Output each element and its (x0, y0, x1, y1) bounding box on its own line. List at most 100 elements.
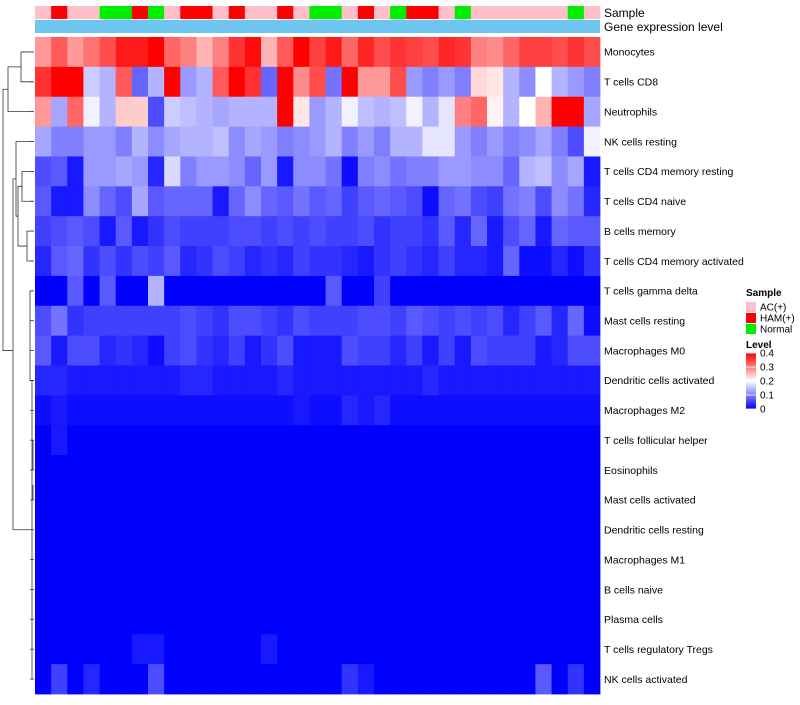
heatmap-cell (470, 544, 488, 575)
heatmap-cell (535, 574, 552, 605)
heatmap-cell (244, 96, 262, 127)
heatmap-cell (519, 365, 536, 396)
heatmap-cell (583, 544, 601, 575)
heatmap-cell (244, 275, 262, 307)
heatmap-cell (583, 455, 601, 486)
heatmap-cell (115, 484, 133, 516)
heatmap-cell (212, 574, 230, 605)
heatmap-cell (567, 664, 585, 695)
heatmap-cell (357, 484, 375, 516)
heatmap-cell (470, 514, 488, 546)
heatmap-cell (293, 365, 310, 396)
heatmap-cell (583, 604, 601, 635)
heatmap-cell (390, 484, 407, 516)
heatmap-cell (422, 455, 439, 486)
row-labels: Monocytes T cells CD8 Neutrophils NK cells … (604, 47, 744, 686)
heatmap-cell (164, 604, 181, 635)
heatmap-cell (438, 96, 456, 127)
heatmap-cell (261, 126, 278, 157)
heatmap-cell (164, 335, 181, 366)
heatmap-cell (35, 216, 52, 247)
heatmap-cell (277, 544, 294, 575)
heatmap-cell (583, 37, 601, 68)
heatmap-cell (567, 216, 585, 247)
heatmap-cell (228, 156, 246, 187)
heatmap-cell (422, 156, 439, 187)
heatmap-cell (567, 455, 585, 486)
heatmap-cell (212, 395, 230, 426)
heatmap-cell (374, 544, 391, 575)
heatmap-cell (487, 156, 504, 187)
heatmap-cell (357, 156, 375, 187)
heatmap-cell (357, 514, 375, 546)
heatmap-cell (454, 335, 472, 366)
sample-annotation-cell (438, 6, 456, 19)
heatmap-cell (551, 335, 569, 366)
heatmap-cell (454, 156, 472, 187)
heatmap-cell (551, 66, 569, 98)
heatmap-cell (422, 126, 439, 157)
heatmap-cell (277, 37, 294, 68)
heatmap-cell (309, 455, 326, 486)
heatmap-cell (115, 246, 133, 277)
heatmap-cell (212, 664, 230, 695)
heatmap-cell (35, 484, 52, 516)
heatmap-cell (83, 455, 100, 486)
heatmap-cell (131, 514, 149, 546)
heatmap-cell (487, 126, 504, 157)
heatmap-cell (212, 544, 230, 575)
legend-level-title: Level (746, 340, 772, 351)
heatmap-cell (551, 156, 569, 187)
heatmap-cell (309, 664, 326, 695)
heatmap-cell (406, 246, 423, 277)
heatmap-cell (115, 574, 133, 605)
heatmap-cell (503, 484, 520, 516)
heatmap-cell (293, 395, 310, 426)
heatmap-cell (325, 544, 343, 575)
heatmap-cell (535, 544, 552, 575)
heatmap-cell (293, 604, 310, 635)
heatmap-cell (519, 544, 536, 575)
heatmap-cell (244, 156, 262, 187)
row-label: T cells CD4 naive (604, 196, 686, 208)
heatmap-cell (35, 335, 52, 366)
heatmap-cell (487, 305, 504, 337)
legend-level-tick-label: 0 (760, 405, 766, 416)
heatmap-cell (51, 305, 68, 337)
heatmap-cell (196, 275, 213, 307)
heatmap-cell (551, 246, 569, 277)
heatmap-cell (261, 484, 278, 516)
heatmap-cell (244, 514, 262, 546)
heatmap-cell (309, 156, 326, 187)
heatmap-cell (115, 156, 133, 187)
sample-annotation-cell (244, 6, 262, 19)
heatmap-cell (244, 484, 262, 516)
heatmap-cell (277, 335, 294, 366)
heatmap-cell (390, 246, 407, 277)
heatmap-cell (212, 634, 230, 665)
heatmap-cell (535, 455, 552, 486)
heatmap-cell (35, 186, 52, 217)
heatmap-cell (309, 484, 326, 516)
heatmap-cell (180, 634, 197, 665)
heatmap-cell (293, 305, 310, 337)
heatmap-cell (131, 604, 149, 635)
legend-sample-title: Sample (746, 288, 782, 299)
heatmap-cell (148, 395, 165, 426)
sample-annotation-cell (148, 6, 165, 19)
heatmap-cell (115, 395, 133, 426)
heatmap-cell (164, 126, 181, 157)
heatmap-cell (309, 66, 326, 98)
heatmap-cell (535, 395, 552, 426)
heatmap-cell (487, 664, 504, 695)
sample-annotation-cell (357, 6, 375, 19)
heatmap-cell (67, 365, 84, 396)
heatmap-cell (148, 574, 165, 605)
heatmap-cell (357, 455, 375, 486)
heatmap-cell (357, 604, 375, 635)
heatmap-cell (357, 186, 375, 217)
row-label: T cells CD8 (604, 77, 658, 89)
heatmap-cell (309, 186, 326, 217)
heatmap-cell (341, 604, 359, 635)
heatmap-cell (212, 305, 230, 337)
